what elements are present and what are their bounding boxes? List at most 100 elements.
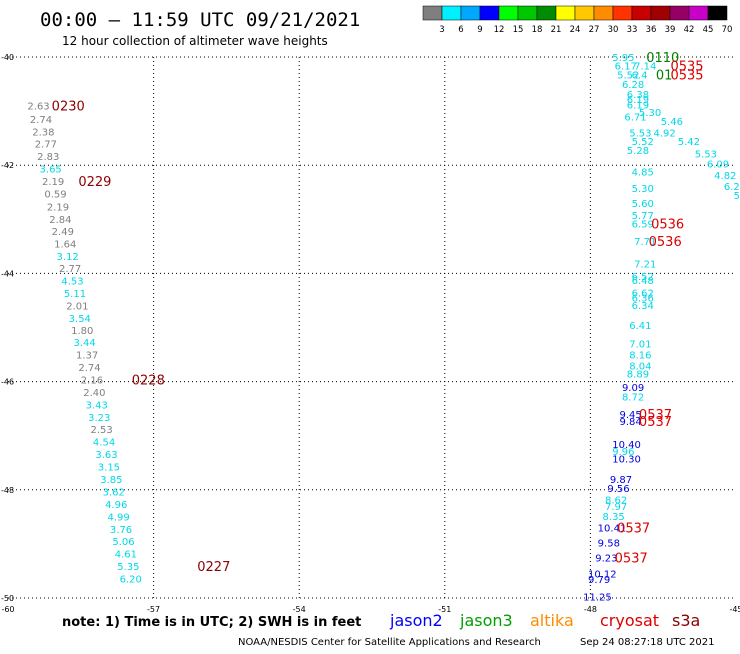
- swh-value-label: 6.41: [629, 321, 651, 332]
- colorbar-label: 30: [608, 25, 619, 35]
- colorbar-swatch: [593, 5, 614, 21]
- time-label: 0536: [649, 235, 682, 250]
- swh-value-label: 9.58: [598, 538, 620, 549]
- swh-value-label: 2.19: [47, 202, 69, 213]
- swh-value-label: 6.22: [724, 182, 740, 193]
- time-label: 0537: [615, 551, 648, 566]
- swh-value-label: 5.06: [112, 537, 134, 548]
- swh-value-label: 8.89: [627, 369, 649, 380]
- satellite-legend: jason2 jason3 altika cryosat s3a: [389, 611, 700, 630]
- swh-value-label: 9.79: [588, 575, 610, 586]
- time-label: 0535: [670, 68, 703, 83]
- swh-value-label: 6.19: [627, 95, 649, 106]
- map-grid: [8, 56, 736, 599]
- colorbar-swatch: [612, 5, 633, 21]
- satellite-legend-altika: altika: [530, 611, 574, 630]
- colorbar-swatch: [555, 5, 576, 21]
- colorbar-swatch: [707, 5, 728, 21]
- swh-value-label: 4.92: [653, 129, 675, 140]
- colorbar-label: 15: [513, 25, 524, 35]
- colorbar-label: 27: [589, 25, 600, 35]
- swh-value-label: 9.23: [595, 553, 617, 564]
- swh-value-label: 6.36: [632, 294, 654, 305]
- swh-value-label: 3.44: [74, 338, 96, 349]
- colorbar-label: 36: [646, 25, 657, 35]
- swh-value-label: 4.82: [714, 171, 736, 182]
- swh-points: 2.632.742.382.772.833.652.190.592.192.84…: [27, 53, 740, 603]
- time-label: 0229: [78, 175, 111, 190]
- colorbar-swatch: [460, 5, 481, 21]
- swh-value-label: 7.01: [629, 340, 651, 351]
- swh-value-label: 3.23: [88, 413, 110, 424]
- swh-value-label: 4.85: [632, 168, 654, 179]
- swh-value-label: 2.16: [81, 375, 103, 386]
- swh-value-label: 6.59: [632, 220, 654, 231]
- swh-value-label: 6.09: [707, 160, 729, 171]
- swh-value-label: 5.52: [632, 137, 654, 148]
- x-tick-label: -45: [729, 605, 740, 614]
- y-tick-label: -40: [1, 53, 14, 62]
- swh-value-label: 2.77: [35, 140, 57, 151]
- swh-value-label: 10.40: [612, 440, 641, 451]
- swh-value-label: 3.62: [103, 487, 125, 498]
- time-label: 0536: [651, 218, 684, 233]
- time-label: 0230: [52, 100, 85, 115]
- colorbar-swatch: [479, 5, 500, 21]
- swh-value-label: 9.09: [622, 383, 644, 394]
- colorbar-swatch: [498, 5, 519, 21]
- x-tick-label: -51: [438, 605, 451, 614]
- swh-value-label: 9.45: [620, 410, 642, 421]
- x-tick-label: -60: [1, 605, 14, 614]
- swh-value-label: 6.38: [627, 90, 649, 101]
- swh-value-label: 8.62: [605, 496, 627, 507]
- swh-value-label: 4.61: [115, 550, 137, 561]
- swh-value-label: 2.63: [27, 102, 49, 113]
- swh-value-label: 5.35: [117, 562, 139, 573]
- colorbar-swatch: [631, 5, 652, 21]
- swh-value-label: 6.20: [120, 575, 142, 586]
- time-label: 01: [656, 68, 673, 83]
- swh-value-label: 7.71: [634, 237, 656, 248]
- swh-value-label: 7.14: [634, 62, 656, 73]
- swh-value-label: 6.28: [622, 80, 644, 91]
- swh-value-label: 5.53: [695, 149, 717, 160]
- swh-value-label: 6.34: [632, 301, 654, 312]
- swh-value-label: 4.53: [61, 276, 83, 287]
- colorbar-label: 21: [551, 25, 562, 35]
- swh-value-label: 1.64: [54, 240, 76, 251]
- y-tick-label: -44: [1, 269, 14, 278]
- x-tick-label: -54: [293, 605, 306, 614]
- colorbar-swatch: [574, 5, 595, 21]
- swh-value-label: 2.19: [42, 177, 64, 188]
- time-label: 0537: [639, 408, 672, 423]
- swh-value-label: 6.19: [627, 101, 649, 112]
- swh-value-label: 6.71: [624, 113, 646, 124]
- time-label: 0110: [646, 51, 679, 66]
- swh-value-label: 1.80: [71, 326, 93, 337]
- time-label: 0228: [132, 373, 165, 388]
- colorbar-swatch: [669, 5, 690, 21]
- swh-value-label: 4.99: [107, 512, 129, 523]
- colorbar-label: 18: [532, 25, 543, 35]
- swh-value-label: 2.53: [91, 425, 113, 436]
- swh-value-label: 2.84: [49, 215, 71, 226]
- swh-value-label: 10.41: [598, 524, 627, 535]
- swh-value-label: 4.54: [93, 438, 115, 449]
- swh-value-label: 5.60: [632, 199, 654, 210]
- y-tick-label: -48: [1, 486, 14, 495]
- colorbar-label: 9: [477, 25, 482, 35]
- swh-value-label: 5.95: [612, 53, 634, 64]
- colorbar-label: 42: [684, 25, 695, 35]
- colorbar-swatch: [650, 5, 671, 21]
- time-label: 0227: [197, 560, 230, 575]
- swh-value-label: 3.12: [57, 252, 79, 263]
- colorbar-swatch: [517, 5, 538, 21]
- swh-value-label: 5.30: [632, 184, 654, 195]
- swh-value-label: 3.15: [98, 463, 120, 474]
- x-tick-label: -48: [584, 605, 597, 614]
- swh-value-label: 6.52: [632, 272, 654, 283]
- swh-value-label: 5.42: [678, 137, 700, 148]
